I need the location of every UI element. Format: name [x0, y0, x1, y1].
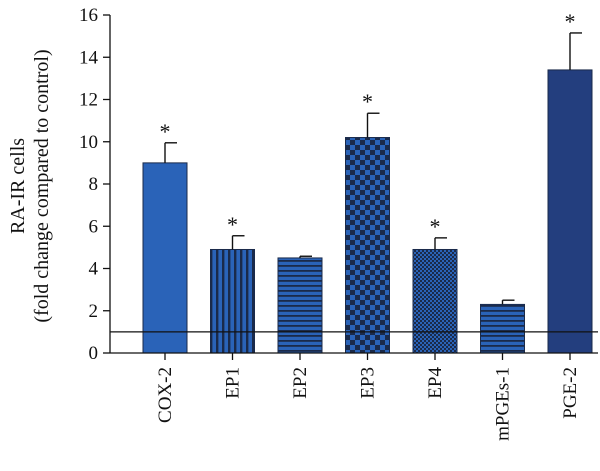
significance-marker: *: [362, 89, 373, 114]
y-axis-label-line2: (fold change compared to control): [31, 49, 53, 322]
x-tick-label: EP4: [425, 367, 446, 399]
x-tick-label: COX-2: [155, 367, 176, 423]
y-tick-label: 2: [89, 301, 99, 322]
significance-marker: *: [160, 119, 171, 144]
bar: [142, 162, 188, 354]
y-tick-label: 16: [79, 5, 98, 26]
y-tick-label: 0: [89, 343, 99, 364]
significance-marker: *: [565, 9, 576, 34]
x-tick-label: EP2: [290, 367, 311, 399]
bar: [547, 69, 593, 354]
y-tick-label: 4: [89, 259, 99, 280]
y-tick-label: 14: [79, 47, 99, 68]
x-tick-label: mPGEs-1: [493, 367, 514, 441]
y-tick-label: 10: [79, 132, 98, 153]
y-axis-title: RA-IR cells (fold change compared to con…: [7, 49, 53, 322]
bar: [277, 257, 323, 354]
bar: [412, 248, 458, 354]
y-axis-label-line1: RA-IR cells: [7, 138, 29, 234]
y-tick-label: 6: [89, 216, 99, 237]
bar: [480, 303, 525, 354]
bar: [345, 137, 390, 354]
bar: [210, 248, 255, 354]
y-tick-label: 8: [89, 174, 99, 195]
y-tick-label: 12: [79, 90, 98, 111]
x-tick-label: EP3: [358, 367, 379, 399]
significance-marker: *: [227, 212, 238, 237]
significance-marker: *: [430, 214, 441, 239]
y-axis: 0 2 4 6 8 10 12 14 16: [79, 5, 111, 364]
bars-group: * * * * *: [110, 9, 598, 354]
x-axis: COX-2 EP1 EP2 EP3 EP4 mPGEs-1 PGE-2: [110, 352, 598, 441]
x-tick-label: EP1: [223, 367, 244, 399]
x-tick-label: PGE-2: [560, 367, 581, 419]
